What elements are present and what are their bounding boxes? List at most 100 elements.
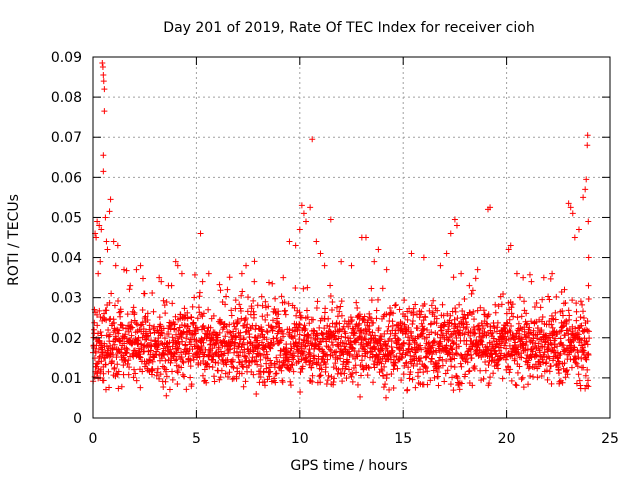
data-point (213, 349, 220, 356)
data-point (423, 354, 430, 361)
data-point (459, 307, 466, 314)
data-point (235, 353, 242, 360)
data-point (400, 371, 407, 378)
data-point (257, 363, 264, 370)
data-point (420, 254, 427, 261)
data-point (494, 341, 501, 348)
data-point (327, 282, 334, 289)
data-point (466, 367, 473, 374)
data-point (498, 301, 505, 308)
data-point (526, 324, 533, 331)
data-point (452, 308, 459, 315)
data-point (254, 337, 261, 344)
data-point (437, 338, 444, 345)
data-point (139, 307, 146, 314)
data-point (366, 310, 373, 317)
data-point (442, 370, 449, 377)
data-point (263, 336, 270, 343)
data-point (303, 307, 310, 314)
data-point (366, 328, 373, 335)
data-point (94, 218, 101, 225)
data-point (148, 371, 155, 378)
data-point (222, 333, 229, 340)
data-point (163, 366, 170, 373)
data-point (278, 293, 285, 300)
data-point (124, 311, 131, 318)
data-point (207, 324, 214, 331)
data-point (453, 335, 460, 342)
data-point (117, 308, 124, 315)
data-point (431, 338, 438, 345)
data-point (115, 298, 122, 305)
data-point (304, 331, 311, 338)
data-point (169, 334, 176, 341)
data-point (448, 363, 455, 370)
data-point (309, 378, 316, 385)
data-point (529, 348, 536, 355)
data-point (488, 351, 495, 358)
data-point (335, 366, 342, 373)
data-point (494, 324, 501, 331)
data-point (295, 353, 302, 360)
data-point (199, 372, 206, 379)
data-point (479, 325, 486, 332)
data-point (416, 366, 423, 373)
data-point (285, 300, 292, 307)
x-tick-label: 5 (192, 431, 201, 447)
data-point (146, 356, 153, 363)
data-point (317, 372, 324, 379)
y-tick-labels: 0 0.01 0.02 0.03 0.04 0.05 0.06 0.07 0.08 0.09 (51, 50, 82, 427)
data-point (322, 364, 329, 371)
data-point (261, 382, 268, 389)
data-point (560, 342, 567, 349)
data-point (481, 328, 488, 335)
data-point (317, 379, 324, 386)
data-point (521, 298, 528, 305)
data-point (336, 326, 343, 333)
data-point (329, 299, 336, 306)
data-point (499, 375, 506, 382)
data-point (298, 202, 305, 209)
data-point (146, 322, 153, 329)
data-point (103, 307, 110, 314)
data-point (259, 331, 266, 338)
data-point (409, 321, 416, 328)
data-point (519, 374, 526, 381)
data-point (114, 242, 121, 249)
data-point (91, 319, 98, 326)
data-point (506, 369, 513, 376)
data-point (106, 208, 113, 215)
data-point (427, 377, 434, 384)
data-point (294, 327, 301, 334)
data-point (184, 309, 191, 316)
data-point (117, 313, 124, 320)
data-point (412, 301, 419, 308)
data-point (330, 378, 337, 385)
y-tick-label: 0.05 (51, 210, 82, 226)
data-point (165, 331, 172, 338)
x-tick-label: 15 (394, 431, 412, 447)
data-point (320, 331, 327, 338)
data-point (457, 360, 464, 367)
data-point (216, 329, 223, 336)
data-point (444, 367, 451, 374)
data-point (422, 365, 429, 372)
data-point (539, 314, 546, 321)
data-point (575, 371, 582, 378)
data-point (198, 335, 205, 342)
data-point (222, 301, 229, 308)
data-point (402, 360, 409, 367)
data-point (419, 330, 426, 337)
data-point (161, 335, 168, 342)
data-point (335, 335, 342, 342)
data-point (487, 323, 494, 330)
data-point (162, 347, 169, 354)
data-point (233, 375, 240, 382)
data-point (347, 335, 354, 342)
data-point (339, 378, 346, 385)
data-point (248, 305, 255, 312)
data-point (483, 320, 490, 327)
data-point (454, 324, 461, 331)
data-point (445, 337, 452, 344)
data-point (198, 345, 205, 351)
